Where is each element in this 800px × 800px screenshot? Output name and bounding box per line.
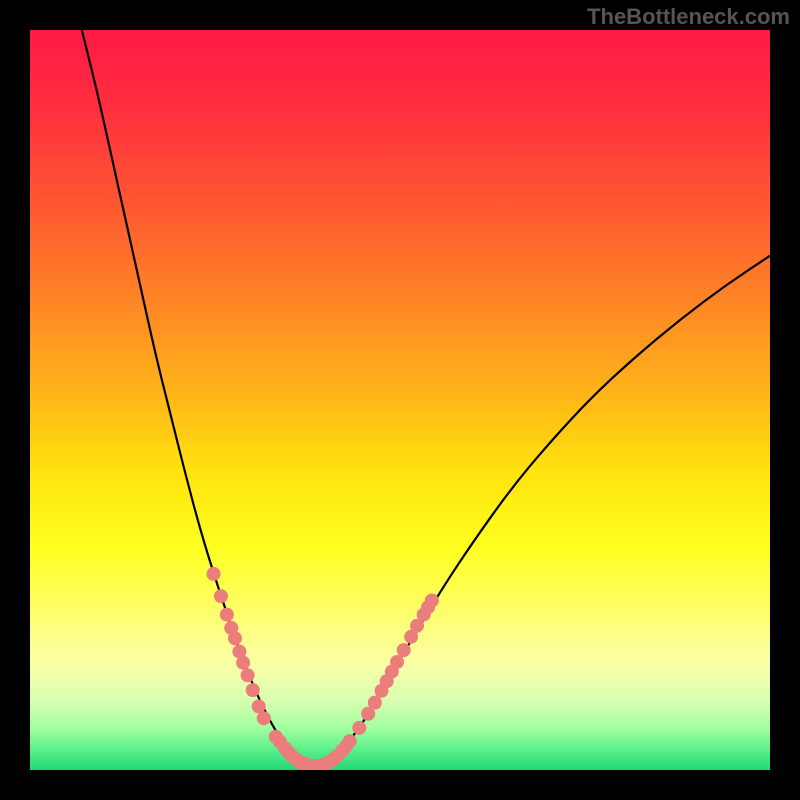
data-marker (343, 734, 357, 748)
data-marker (368, 696, 382, 710)
chart-svg (30, 30, 770, 770)
plot-area (30, 30, 770, 770)
data-marker (397, 643, 411, 657)
data-marker (352, 721, 366, 735)
data-marker (214, 589, 228, 603)
data-marker (220, 608, 234, 622)
data-marker (425, 594, 439, 608)
data-marker (390, 655, 404, 669)
data-marker (236, 656, 250, 670)
data-marker (246, 683, 260, 697)
watermark-text: TheBottleneck.com (587, 4, 790, 30)
data-marker (207, 567, 221, 581)
data-marker (257, 711, 271, 725)
data-marker (241, 668, 255, 682)
data-marker (228, 631, 242, 645)
